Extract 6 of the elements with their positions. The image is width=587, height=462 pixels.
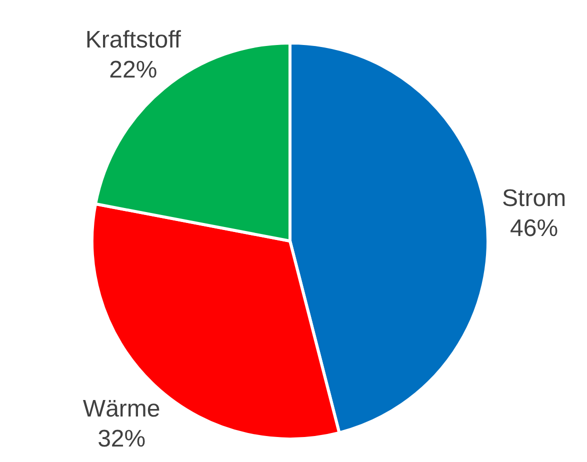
- slice-label: Strom: [502, 185, 566, 212]
- slice-label: Kraftstoff: [85, 26, 182, 54]
- data-label: 32%: [98, 425, 146, 452]
- data-label: 22%: [109, 56, 158, 84]
- data-label: 46%: [510, 215, 558, 242]
- slice-label: Wärme: [82, 395, 160, 422]
